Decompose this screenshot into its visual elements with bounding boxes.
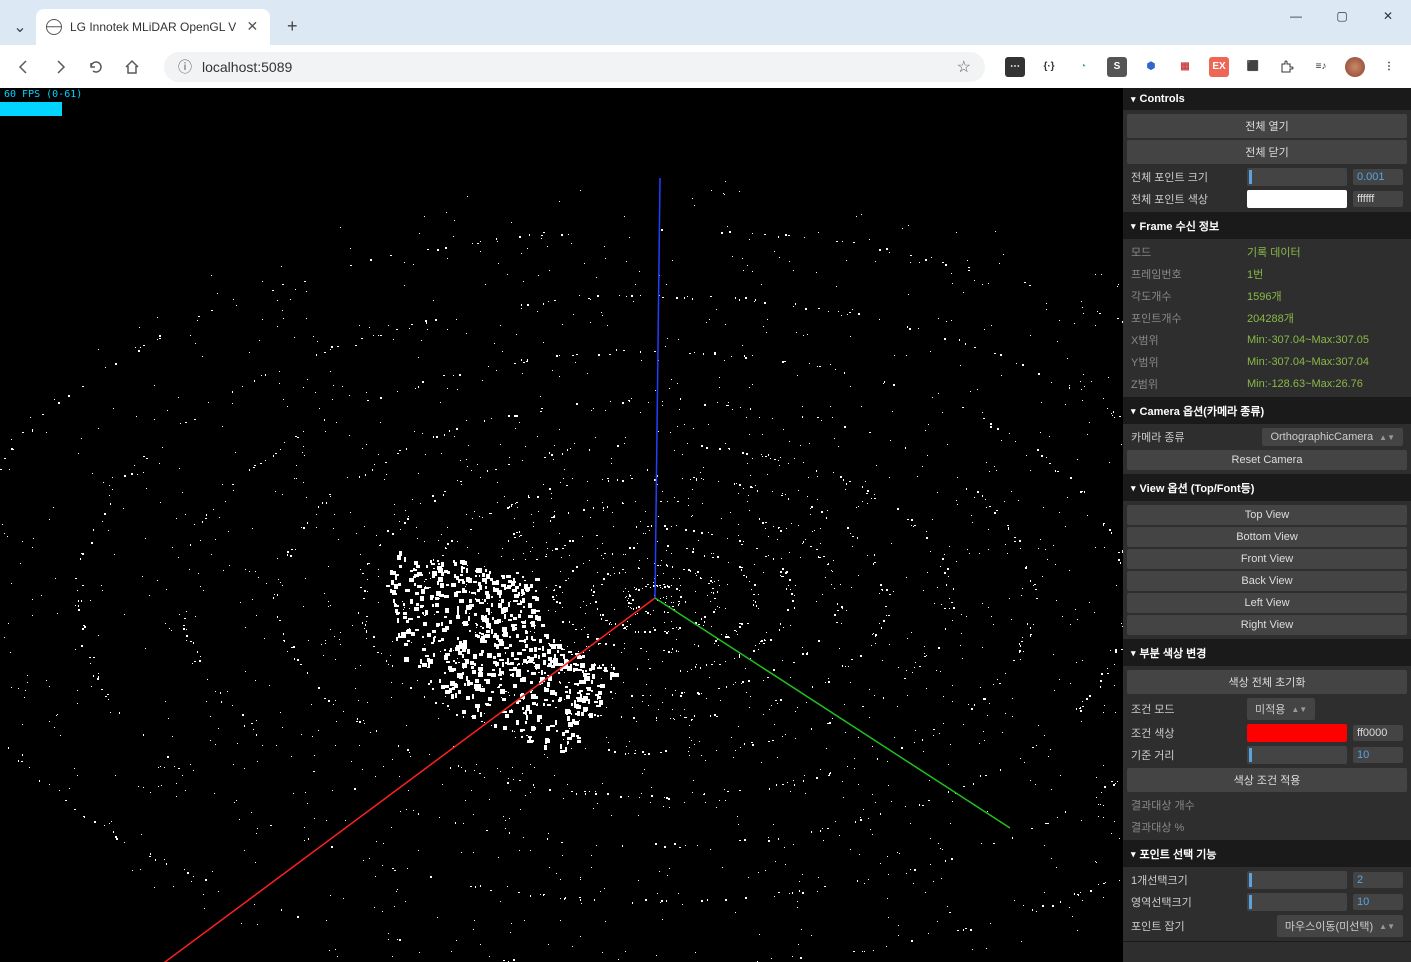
close-tab-icon[interactable]: ✕ bbox=[244, 19, 260, 35]
frame-mode-value: 기록 데이터 bbox=[1247, 244, 1403, 260]
section-header-point-select[interactable]: ▾포인트 선택 기능 bbox=[1123, 841, 1411, 867]
app-container: 60 FPS (0-61) ▾Controls 전체 열기 전체 닫기 전체 포… bbox=[0, 88, 1411, 962]
section-header-camera[interactable]: ▾Camera 옵션(카메라 종류) bbox=[1123, 398, 1411, 424]
open-all-button[interactable]: 전체 열기 bbox=[1127, 114, 1407, 138]
reload-button[interactable] bbox=[84, 55, 108, 79]
tab-title: LG Innotek MLiDAR OpenGL V bbox=[70, 20, 236, 34]
single-select-slider[interactable] bbox=[1247, 871, 1347, 889]
reset-camera-button[interactable]: Reset Camera bbox=[1127, 450, 1407, 470]
close-all-button[interactable]: 전체 닫기 bbox=[1127, 140, 1407, 164]
ext-pin-icon[interactable]: ⬛ bbox=[1243, 57, 1263, 77]
chevron-down-icon: ▾ bbox=[1131, 483, 1136, 494]
bottom-view-button[interactable]: Bottom View bbox=[1127, 527, 1407, 547]
url-bar[interactable]: ⓘ localhost:5089 ☆ bbox=[164, 52, 985, 82]
bookmark-icon[interactable]: ☆ bbox=[957, 57, 971, 77]
point-size-label: 전체 포인트 크기 bbox=[1131, 169, 1241, 185]
point-color-label: 전체 포인트 색상 bbox=[1131, 191, 1241, 207]
minimize-button[interactable]: — bbox=[1273, 0, 1319, 32]
z-range-value: Min:-128.63~Max:26.76 bbox=[1247, 378, 1403, 390]
ext-icon-4[interactable]: S bbox=[1107, 57, 1127, 77]
condition-mode-select[interactable]: 미적용▲▼ bbox=[1247, 698, 1315, 720]
dist-input[interactable] bbox=[1353, 747, 1403, 763]
y-range-value: Min:-307.04~Max:307.04 bbox=[1247, 356, 1403, 368]
point-color-swatch[interactable] bbox=[1247, 190, 1347, 208]
area-select-slider[interactable] bbox=[1247, 893, 1347, 911]
dist-slider[interactable] bbox=[1247, 746, 1347, 764]
reset-color-button[interactable]: 색상 전체 초기화 bbox=[1127, 670, 1407, 694]
window-controls: — ▢ ✕ bbox=[1273, 0, 1411, 32]
tab-search-dropdown[interactable]: ⌄ bbox=[8, 15, 32, 39]
ext-icon-7[interactable]: EX bbox=[1209, 57, 1229, 77]
section-header-color[interactable]: ▾부분 색상 변경 bbox=[1123, 640, 1411, 666]
fps-bar bbox=[0, 102, 62, 116]
section-header-controls[interactable]: ▾Controls bbox=[1123, 88, 1411, 110]
new-tab-button[interactable]: + bbox=[278, 13, 306, 41]
extension-icons: ⋯ {·} ◔ S ⬢ ▦ EX ⬛ ≡♪ ⋮ bbox=[1005, 57, 1399, 77]
select-arrow-icon: ▲▼ bbox=[1291, 705, 1307, 714]
site-info-icon[interactable]: ⓘ bbox=[178, 57, 192, 77]
chevron-down-icon: ▾ bbox=[1131, 849, 1136, 860]
address-bar: ⓘ localhost:5089 ☆ ⋯ {·} ◔ S ⬢ ▦ EX ⬛ ≡♪… bbox=[0, 45, 1411, 88]
point-count-value: 204288개 bbox=[1247, 310, 1403, 326]
back-view-button[interactable]: Back View bbox=[1127, 571, 1407, 591]
right-view-button[interactable]: Right View bbox=[1127, 615, 1407, 635]
close-window-button[interactable]: ✕ bbox=[1365, 0, 1411, 32]
tab-bar: ⌄ LG Innotek MLiDAR OpenGL V ✕ + — ▢ ✕ bbox=[0, 0, 1411, 45]
point-catch-select[interactable]: 마우스이동(미선택)▲▼ bbox=[1277, 915, 1403, 937]
condition-color-swatch[interactable] bbox=[1247, 724, 1347, 742]
point-size-input[interactable] bbox=[1353, 169, 1403, 185]
select-arrow-icon: ▲▼ bbox=[1379, 433, 1395, 442]
lidar-scene bbox=[0, 88, 1123, 962]
condition-color-input[interactable] bbox=[1353, 725, 1403, 741]
chevron-down-icon: ▾ bbox=[1131, 648, 1136, 659]
point-size-slider[interactable] bbox=[1247, 168, 1347, 186]
section-header-frame[interactable]: ▾Frame 수신 정보 bbox=[1123, 213, 1411, 239]
angle-count-value: 1596개 bbox=[1247, 288, 1403, 304]
point-color-input[interactable] bbox=[1353, 191, 1403, 207]
extensions-icon[interactable] bbox=[1277, 57, 1297, 77]
chevron-down-icon: ▾ bbox=[1131, 94, 1136, 105]
area-select-input[interactable] bbox=[1353, 894, 1403, 910]
camera-type-select[interactable]: OrthographicCamera▲▼ bbox=[1262, 428, 1403, 446]
globe-icon bbox=[46, 19, 62, 35]
ext-icon-1[interactable]: ⋯ bbox=[1005, 57, 1025, 77]
profile-avatar[interactable] bbox=[1345, 57, 1365, 77]
chevron-down-icon: ▾ bbox=[1131, 406, 1136, 417]
section-header-view[interactable]: ▾View 옵션 (Top/Font등) bbox=[1123, 475, 1411, 501]
left-view-button[interactable]: Left View bbox=[1127, 593, 1407, 613]
browser-chrome: ⌄ LG Innotek MLiDAR OpenGL V ✕ + — ▢ ✕ ⓘ… bbox=[0, 0, 1411, 88]
front-view-button[interactable]: Front View bbox=[1127, 549, 1407, 569]
ext-icon-3[interactable]: ◔ bbox=[1073, 57, 1093, 77]
top-view-button[interactable]: Top View bbox=[1127, 505, 1407, 525]
single-select-input[interactable] bbox=[1353, 872, 1403, 888]
ext-icon-6[interactable]: ▦ bbox=[1175, 57, 1195, 77]
select-arrow-icon: ▲▼ bbox=[1379, 922, 1395, 931]
url-text: localhost:5089 bbox=[202, 59, 947, 75]
maximize-button[interactable]: ▢ bbox=[1319, 0, 1365, 32]
ext-media-icon[interactable]: ≡♪ bbox=[1311, 57, 1331, 77]
ext-icon-2[interactable]: {·} bbox=[1039, 57, 1059, 77]
apply-color-button[interactable]: 색상 조건 적용 bbox=[1127, 768, 1407, 792]
x-range-value: Min:-307.04~Max:307.05 bbox=[1247, 334, 1403, 346]
back-button[interactable] bbox=[12, 55, 36, 79]
menu-icon[interactable]: ⋮ bbox=[1379, 57, 1399, 77]
lidar-viewport[interactable]: 60 FPS (0-61) bbox=[0, 88, 1123, 962]
forward-button[interactable] bbox=[48, 55, 72, 79]
ext-icon-5[interactable]: ⬢ bbox=[1141, 57, 1161, 77]
chevron-down-icon: ▾ bbox=[1131, 221, 1136, 232]
frame-no-value: 1번 bbox=[1247, 266, 1403, 282]
control-panel: ▾Controls 전체 열기 전체 닫기 전체 포인트 크기 전체 포인트 색… bbox=[1123, 88, 1411, 962]
home-button[interactable] bbox=[120, 55, 144, 79]
fps-counter: 60 FPS (0-61) bbox=[0, 88, 86, 101]
browser-tab[interactable]: LG Innotek MLiDAR OpenGL V ✕ bbox=[36, 9, 270, 45]
